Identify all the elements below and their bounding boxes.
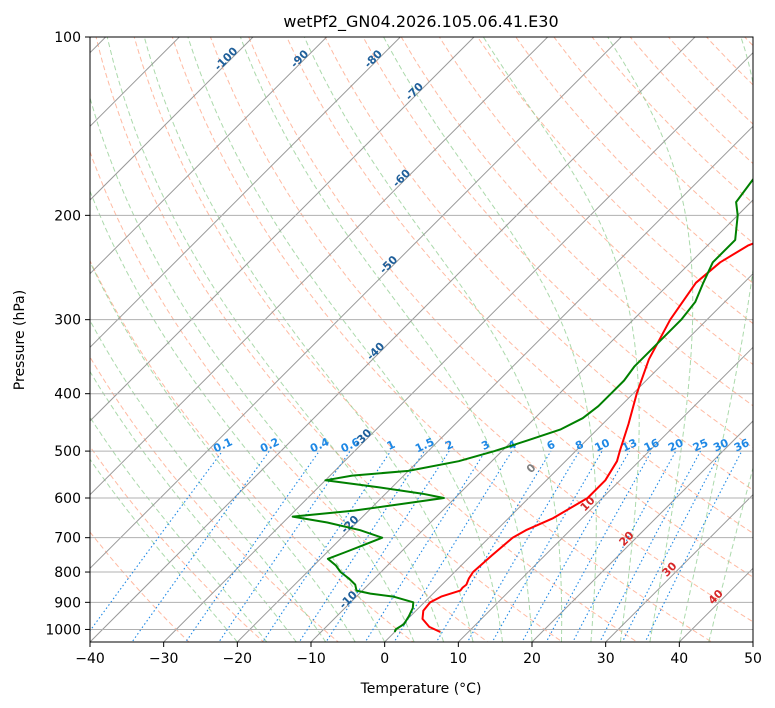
isotherm-line — [90, 37, 696, 642]
x-tick-label: −20 — [223, 651, 253, 667]
y-tick-label: 400 — [54, 387, 81, 403]
y-axis-label: Pressure (hPa) — [12, 290, 28, 390]
dry-adiabat-line — [90, 259, 414, 642]
mixing-ratio-line — [435, 450, 552, 642]
moist-adiabat-line — [383, 37, 597, 642]
y-tick-label: 900 — [54, 595, 81, 611]
mixing-ratio-line — [298, 450, 425, 642]
isotherms — [90, 37, 753, 642]
mixing-ratio-label: 10 — [593, 436, 613, 454]
isotherm-line — [236, 125, 753, 642]
x-tick-label: −10 — [296, 651, 326, 667]
isotherm-line — [90, 37, 402, 349]
x-tick-label: 0 — [380, 651, 389, 667]
mixing-ratio-line — [466, 450, 580, 642]
mixing-ratio-label: 25 — [691, 436, 710, 454]
moist-adiabat-line — [678, 37, 753, 642]
dry-adiabat-line — [667, 37, 753, 125]
dewpoint-profile-line — [291, 177, 753, 633]
isotherm-line — [604, 493, 753, 642]
moist-adiabat-line — [106, 37, 445, 642]
moist-adiabat-line — [143, 37, 474, 642]
mixing-ratio-label: 13 — [620, 436, 639, 454]
dry-adiabat-line — [591, 37, 753, 204]
x-tick-label: 40 — [670, 651, 688, 667]
moist-adiabat-line — [239, 37, 533, 642]
x-tick-label: 30 — [597, 651, 615, 667]
mixing-ratio-label: 30 — [711, 436, 731, 454]
dry-adiabat-line — [90, 150, 489, 642]
moist-adiabat-line — [482, 37, 640, 642]
mixing-ratio-line — [545, 450, 653, 642]
mixing-ratio-line — [325, 450, 450, 642]
moist-adiabat-line — [90, 319, 327, 642]
temperature-profile-line — [421, 242, 753, 633]
mixing-ratio-line — [491, 450, 603, 642]
y-tick-label: 100 — [54, 30, 81, 46]
moist-adiabat-line — [187, 37, 503, 642]
moist-adiabat-line — [708, 466, 753, 642]
x-tick-label: 10 — [449, 651, 467, 667]
isotherm-line — [383, 272, 753, 642]
isotherm-line — [90, 37, 549, 496]
moist-adiabat-line — [90, 189, 386, 642]
chart-title: wetPf2_GN04.2026.105.06.41.E30 — [283, 12, 558, 32]
isotherm-line — [310, 199, 753, 642]
plot-area: 0.1 0.2 0.4 0.6 1 1.5 2 3 4 6 8 10 13 16 20 25 30 36-100-… — [90, 37, 753, 642]
isotherm-line — [90, 37, 254, 201]
dry-adiabat-line — [400, 37, 753, 407]
x-tick-label: −30 — [149, 651, 179, 667]
dry-adiabat-line — [553, 37, 753, 244]
moist-adiabat-line — [607, 37, 694, 642]
mixing-ratio-label: 20 — [666, 436, 686, 454]
dry-adiabat-line — [248, 37, 753, 578]
moist-adiabats — [90, 37, 753, 642]
moist-adiabat-line — [90, 458, 238, 642]
profile-series — [291, 177, 753, 633]
plot-frame — [89, 36, 754, 643]
dry-adiabat-line — [95, 37, 564, 642]
isotherm-line — [457, 346, 753, 642]
y-axis-ticks: 100 200 300 400 500 600 700 800 900 1000 — [45, 30, 90, 638]
dry-adiabat-line — [286, 37, 753, 534]
moist-adiabat-line — [90, 416, 268, 642]
mixing-ratio-label: 16 — [642, 436, 662, 454]
y-tick-label: 1000 — [45, 622, 81, 638]
mixing-ratio-line — [131, 450, 270, 642]
x-axis-ticks: −40 −30 −20 −10 0 10 20 30 40 50 — [75, 642, 762, 667]
mixing-ratio-line — [185, 450, 320, 642]
dry-adiabat-line — [171, 37, 713, 642]
y-tick-label: 800 — [54, 565, 81, 581]
isotherm-line — [162, 51, 753, 642]
mixing-ratio-line — [218, 450, 351, 642]
dry-adiabat-line — [90, 445, 265, 642]
isotherm-line — [90, 37, 475, 422]
isotherm-line — [90, 37, 623, 570]
dry-adiabat-line — [209, 37, 753, 623]
x-tick-label: 20 — [523, 651, 541, 667]
mixing-ratio-line — [262, 450, 392, 642]
dry-adiabat-line — [90, 531, 190, 642]
y-tick-label: 700 — [54, 531, 81, 547]
mixing-ratio-lines — [90, 450, 743, 642]
y-tick-label: 600 — [54, 491, 81, 507]
dry-adiabat-line — [362, 37, 753, 449]
mixing-ratio-line — [644, 450, 743, 642]
x-axis-label: Temperature (°C) — [360, 681, 482, 697]
dry-adiabat-line — [133, 37, 638, 642]
moist-adiabat-line — [303, 37, 563, 642]
isotherm-line — [90, 37, 328, 275]
pressure-gridlines — [90, 37, 753, 630]
moist-adiabat-line — [90, 260, 356, 642]
y-tick-label: 500 — [54, 444, 81, 460]
y-tick-label: 300 — [54, 313, 81, 329]
isotherm-line — [90, 37, 181, 128]
y-tick-label: 200 — [54, 208, 81, 224]
x-tick-label: −40 — [75, 651, 105, 667]
x-tick-label: 50 — [744, 651, 762, 667]
isotherm-line — [531, 420, 753, 642]
mixing-ratio-label: 36 — [732, 436, 752, 454]
